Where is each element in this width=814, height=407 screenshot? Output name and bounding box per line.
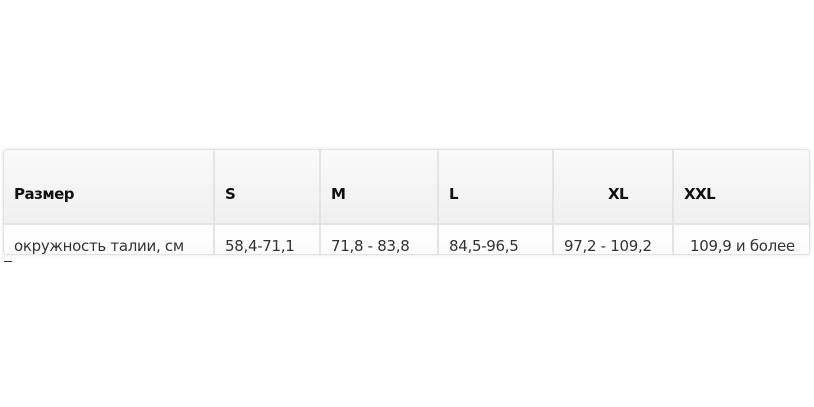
header-xl: XL	[553, 150, 674, 225]
header-xxl: XXL	[673, 150, 809, 225]
cell-l: 84,5-96,5	[438, 224, 554, 254]
header-size: Размер	[4, 150, 215, 225]
header-l: L	[438, 150, 554, 225]
size-table-container: Размер S M L XL XXL окружность талии, см…	[3, 149, 810, 255]
cell-s: 58,4-71,1	[214, 224, 321, 254]
size-table: Размер S M L XL XXL окружность талии, см…	[4, 150, 809, 254]
table-row: окружность талии, см 58,4-71,1 71,8 - 83…	[4, 224, 809, 254]
text-cursor-mark	[4, 261, 12, 262]
table-header-row: Размер S M L XL XXL	[4, 150, 809, 225]
cell-xl: 97,2 - 109,2	[553, 224, 674, 254]
cell-xxl: 109,9 и более	[673, 224, 809, 254]
row-label: окружность талии, см	[4, 224, 215, 254]
header-s: S	[214, 150, 321, 225]
header-m: M	[320, 150, 439, 225]
cell-m: 71,8 - 83,8	[320, 224, 439, 254]
